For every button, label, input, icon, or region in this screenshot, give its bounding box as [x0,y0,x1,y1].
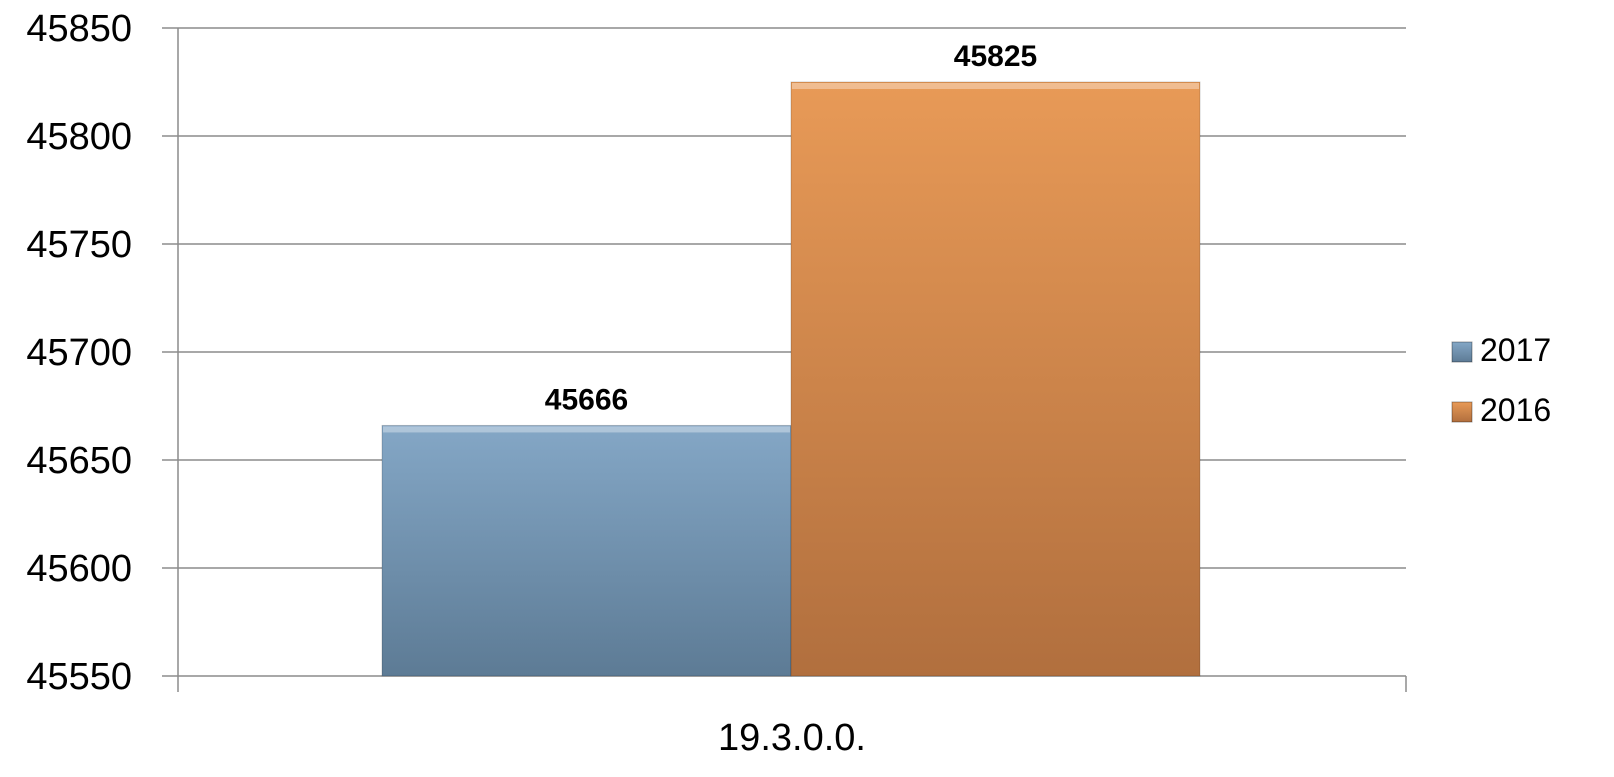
legend-swatch-2016 [1451,401,1473,423]
y-tick-label: 45750 [26,224,132,266]
bar-highlight [383,426,790,433]
y-tick-label: 45800 [26,116,132,158]
x-category-label: 19.3.0.0. [718,717,866,759]
y-tick-label: 45700 [26,332,132,374]
data-labels: 45666 45825 [545,40,1037,416]
legend-swatch-2017 [1451,341,1473,363]
y-tick-label: 45550 [26,656,132,698]
bar-2016 [790,81,1201,677]
legend: 2017 2016 [1451,332,1551,428]
data-label-2016: 45825 [954,40,1037,73]
bars [381,81,1201,677]
legend-label-2017: 2017 [1480,332,1551,368]
legend-label-2016: 2016 [1480,392,1551,428]
y-tick-label: 45650 [26,440,132,482]
bar-highlight [792,83,1199,89]
axes: 45850 45800 45750 45700 45650 45600 45550 19.3.… [26,8,1407,759]
y-tick-label: 45600 [26,548,132,590]
bar-2017 [381,424,792,677]
data-label-2017: 45666 [545,383,628,416]
y-tick-label: 45850 [26,8,132,50]
